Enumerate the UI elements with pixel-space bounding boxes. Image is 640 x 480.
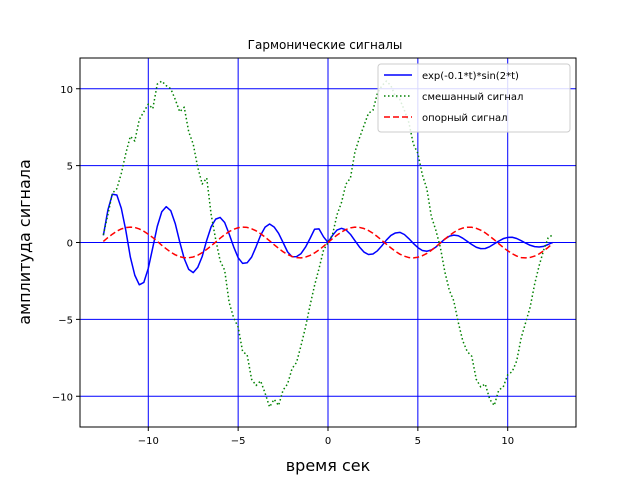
x-tick-label: 5 <box>415 436 421 447</box>
legend-box <box>377 63 571 133</box>
x-axis-title: время сек <box>286 456 371 475</box>
x-tick-label: −10 <box>138 436 159 447</box>
axis-ticks: −10 −5 0 5 10 −10 −5 0 5 10 <box>52 85 514 447</box>
series-layer <box>102 80 554 408</box>
legend: exp(-0.1*t)*sin(2*t) смешанный сигнал опор… <box>377 63 571 133</box>
chart-title: Гармонические сигналы <box>248 38 403 52</box>
x-tick-label: 10 <box>501 436 514 447</box>
y-tick-label: −5 <box>58 315 73 326</box>
legend-label: смешанный сигнал <box>422 92 523 103</box>
series-line-2 <box>102 226 554 259</box>
legend-label: exp(-0.1*t)*sin(2*t) <box>422 71 519 82</box>
y-tick-label: 0 <box>67 239 73 250</box>
x-tick-label: 0 <box>325 436 331 447</box>
y-tick-label: −10 <box>52 392 73 403</box>
y-axis-title: амплитуда сигнала <box>15 159 34 325</box>
legend-label: опорный сигнал <box>422 113 508 124</box>
x-tick-label: −5 <box>231 436 246 447</box>
y-tick-label: 10 <box>60 85 73 96</box>
y-tick-label: 5 <box>67 162 73 173</box>
